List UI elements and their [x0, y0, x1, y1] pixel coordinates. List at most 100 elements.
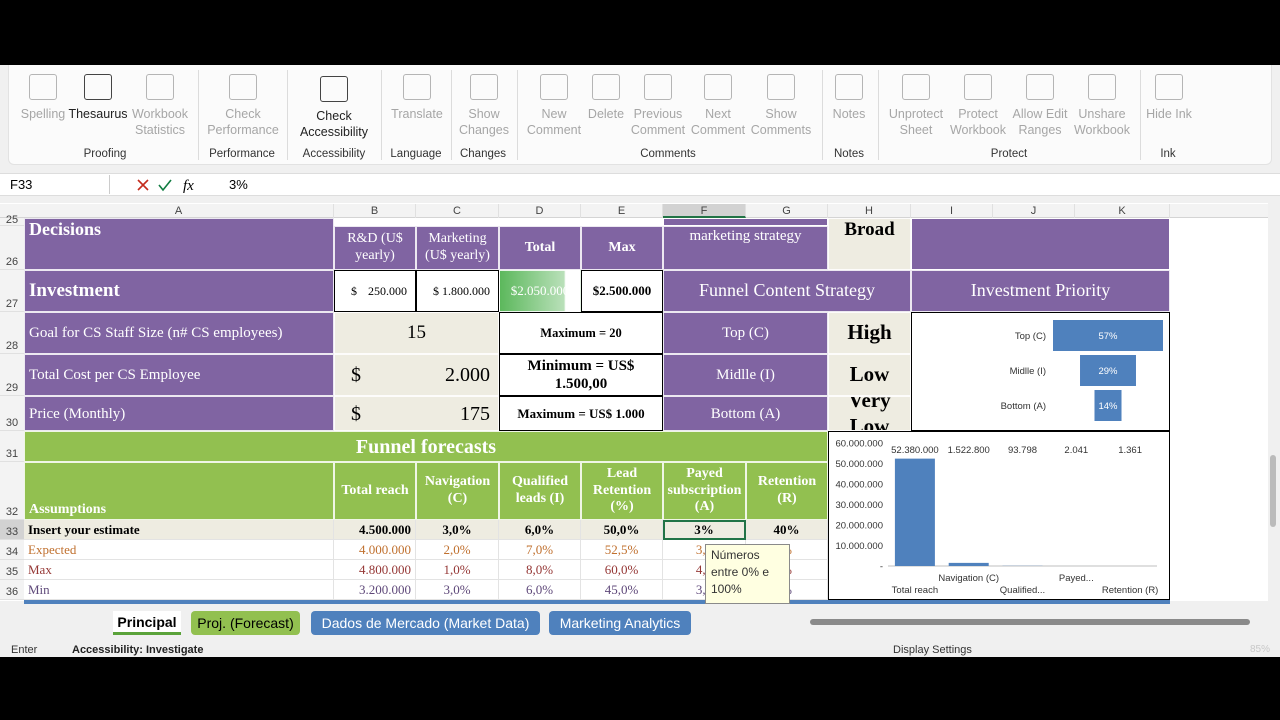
cell[interactable]: Insert your estimate — [24, 520, 334, 540]
ribbon-button[interactable]: Previous Comment — [630, 107, 686, 137]
cell[interactable]: 7,0% — [499, 540, 581, 560]
cell[interactable]: 52,5% — [581, 540, 663, 560]
ribbon-button[interactable]: Thesaurus — [68, 107, 128, 121]
sheet-tab[interactable]: Principal — [113, 611, 181, 635]
cell[interactable]: 3.200.000 — [334, 580, 416, 600]
cell[interactable]: Midlle (I) — [663, 354, 828, 396]
status-accessibility[interactable]: Accessibility: Investigate — [72, 644, 204, 656]
ribbon-button[interactable]: Show Changes — [458, 107, 510, 137]
group-separator — [198, 70, 199, 160]
cell[interactable]: Top (C) — [663, 312, 828, 354]
cell[interactable]: 50,0% — [581, 520, 663, 540]
cell-text: Total reach — [341, 482, 409, 498]
ribbon-button[interactable]: Spelling — [20, 107, 66, 121]
cell-text: Investment Priority — [970, 280, 1111, 301]
ribbon-button[interactable]: New Comment — [526, 107, 582, 137]
cell[interactable]: Marketing (U$ yearly) — [416, 226, 499, 270]
cell[interactable]: Bottom (A) — [663, 396, 828, 431]
cell[interactable]: Maximum = US$ 1.000 — [499, 396, 663, 431]
cell[interactable]: Investment — [24, 270, 334, 312]
cell[interactable]: 4.500.000 — [334, 520, 416, 540]
formula-icons: fx — [137, 178, 194, 194]
group-label: Ink — [1160, 148, 1176, 160]
group-separator — [517, 70, 518, 160]
cell[interactable]: $250.000 — [334, 270, 416, 312]
cell[interactable]: 45,0% — [581, 580, 663, 600]
cell[interactable]: $175 — [334, 396, 499, 431]
ribbon-button[interactable]: Show Comments — [750, 107, 812, 137]
ribbon-button[interactable]: Hide Ink — [1146, 107, 1192, 121]
sheet-tab[interactable]: Marketing Analytics — [549, 611, 691, 635]
fx-icon[interactable]: fx — [183, 178, 194, 194]
ribbon-button[interactable]: Notes — [832, 107, 866, 121]
ribbon-button[interactable]: Unprotect Sheet — [888, 107, 944, 137]
sheet-tab[interactable]: Proj. (Forecast) — [191, 611, 300, 635]
cell[interactable]: Max — [581, 226, 663, 270]
enter-icon[interactable] — [158, 179, 172, 192]
ribbon-button[interactable]: Allow Edit Ranges — [1012, 107, 1068, 137]
cell[interactable]: Minimum = US$ 1.500,00 — [499, 354, 663, 396]
cell[interactable]: 15 — [334, 312, 499, 354]
cell[interactable]: 40% — [746, 520, 828, 540]
name-box[interactable]: F33 — [6, 175, 110, 194]
cell[interactable]: Payed subscription (A) — [663, 462, 746, 520]
ribbon-button[interactable]: Check Accessibility — [299, 109, 369, 139]
cell[interactable]: marketing strategy — [663, 226, 828, 270]
cell[interactable]: Max — [24, 560, 334, 580]
cell[interactable]: 2,0% — [416, 540, 499, 560]
cell[interactable]: Lead Retention (%) — [581, 462, 663, 520]
cell[interactable]: Total Cost per CS Employee — [24, 354, 334, 396]
cell[interactable]: Investment Priority — [911, 270, 1170, 312]
cell[interactable]: Price (Monthly) — [24, 396, 334, 431]
cell[interactable]: Broad — [828, 218, 911, 270]
cell[interactable]: Funnel forecasts — [24, 431, 828, 462]
cell[interactable]: 6,0% — [499, 520, 581, 540]
h-scrollbar[interactable] — [810, 619, 1250, 625]
cell[interactable]: High — [828, 312, 911, 354]
cell[interactable]: Decisions — [24, 218, 334, 270]
cell[interactable]: 60,0% — [581, 560, 663, 580]
ribbon-button[interactable]: Protect Workbook — [949, 107, 1007, 137]
status-display[interactable]: Display Settings — [893, 644, 972, 656]
ribbon-button[interactable]: Workbook Statistics — [131, 107, 189, 137]
ribbon-button[interactable]: Check Performance — [207, 107, 279, 137]
cell[interactable]: 1,0% — [416, 560, 499, 580]
ribbon-button[interactable]: Translate — [391, 107, 443, 121]
button-icon — [84, 74, 112, 100]
status-zoom[interactable]: 85% — [1250, 644, 1271, 655]
cell[interactable]: 3,0% — [416, 520, 499, 540]
cell[interactable]: Qualified leads (I) — [499, 462, 581, 520]
cell[interactable]: Total reach — [334, 462, 416, 520]
scrollbar[interactable] — [1270, 455, 1276, 527]
cell[interactable]: $1.800.000 — [416, 270, 499, 312]
cell-text: 3,0% — [442, 521, 472, 537]
cell[interactable]: $2.050.000 — [499, 270, 581, 312]
cell[interactable]: Min — [24, 580, 334, 600]
cell[interactable]: Retention (R) — [746, 462, 828, 520]
cell[interactable]: $2.500.000 — [581, 270, 663, 312]
cell[interactable]: Funnel Content Strategy — [663, 270, 911, 312]
cell[interactable]: Very Low — [828, 396, 911, 431]
cell[interactable]: Low — [828, 354, 911, 396]
ribbon — [8, 65, 1272, 165]
cell[interactable]: 4.000.000 — [334, 540, 416, 560]
cell[interactable]: Maximum = 20 — [499, 312, 663, 354]
cell[interactable]: 6,0% — [499, 580, 581, 600]
row-header: 31 — [0, 431, 24, 462]
cell[interactable]: 8,0% — [499, 560, 581, 580]
cell[interactable]: Assumptions — [24, 462, 334, 520]
cancel-icon[interactable] — [137, 179, 149, 191]
cell[interactable]: Total — [499, 226, 581, 270]
sheet-tab[interactable]: Dados de Mercado (Market Data) — [311, 611, 540, 635]
cell[interactable]: 4.800.000 — [334, 560, 416, 580]
cell[interactable]: Navigation (C) — [416, 462, 499, 520]
cell[interactable]: R&D (U$ yearly) — [334, 226, 416, 270]
cell[interactable]: Goal for CS Staff Size (n# CS employees) — [24, 312, 334, 354]
cell-text: 6,0% — [524, 521, 555, 537]
ribbon-button[interactable]: Next Comment — [690, 107, 746, 137]
cell[interactable]: 3,0% — [416, 580, 499, 600]
cell[interactable]: Expected — [24, 540, 334, 560]
cell[interactable]: $2.000 — [334, 354, 499, 396]
ribbon-button[interactable]: Delete — [587, 107, 625, 121]
ribbon-button[interactable]: Unshare Workbook — [1073, 107, 1131, 137]
